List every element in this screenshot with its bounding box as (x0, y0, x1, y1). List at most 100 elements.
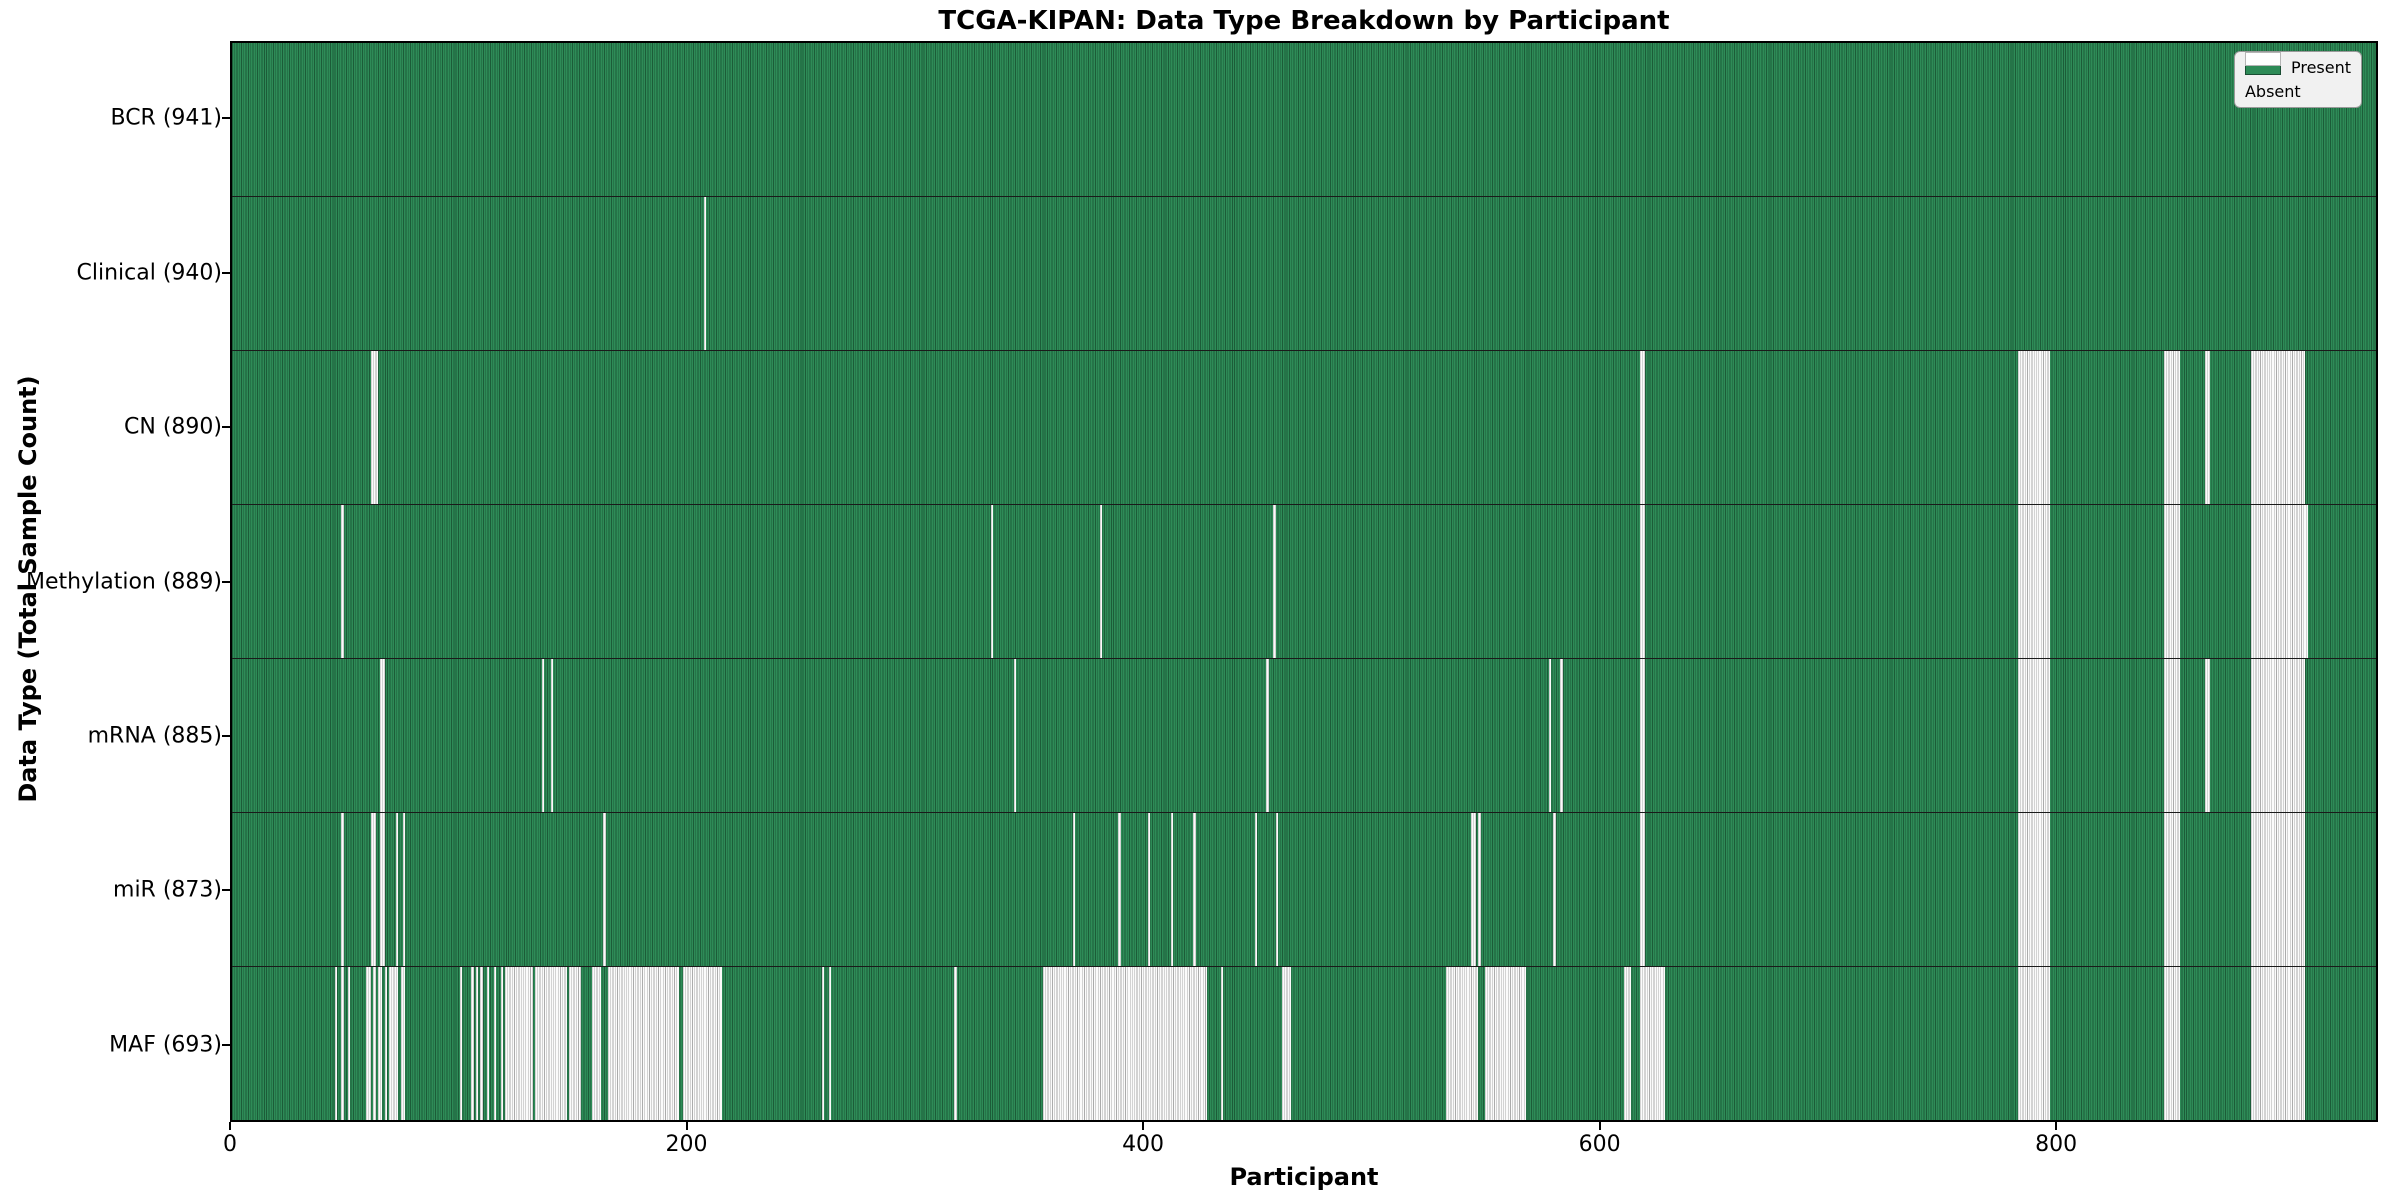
plot-area: Present Absent (230, 41, 2378, 1122)
absent-band (1640, 505, 1645, 658)
x-tick-mark (685, 1122, 688, 1130)
absent-band (1072, 813, 1075, 966)
absent-band (1624, 967, 1631, 1120)
absent-band (475, 967, 479, 1120)
absent-band (1220, 967, 1224, 1120)
absent-band (1640, 351, 1645, 504)
absent-band (2018, 659, 2051, 812)
x-tick-mark (229, 1122, 231, 1130)
row-cn (232, 351, 2376, 505)
row-methylation (232, 505, 2376, 659)
y-tick-mark (222, 271, 230, 274)
absent-band (377, 967, 383, 1120)
absent-band (822, 967, 825, 1120)
y-tick-label-mrna: mRNA (885) (87, 723, 222, 749)
row-bcr (232, 43, 2376, 197)
absent-band (373, 967, 376, 1120)
absent-band (341, 813, 344, 966)
y-tick-label-cn: CN (890) (124, 414, 222, 440)
absent-band (370, 351, 378, 504)
absent-band (2250, 967, 2306, 1120)
absent-band (505, 967, 533, 1120)
absent-band (471, 967, 474, 1120)
absent-band (334, 967, 337, 1120)
absent-band (1640, 967, 1666, 1120)
absent-band (828, 967, 832, 1120)
absent-band (1170, 813, 1173, 966)
absent-band (2018, 505, 2051, 658)
absent-band (591, 967, 602, 1120)
absent-band (370, 813, 376, 966)
present-label: Present (2290, 58, 2351, 77)
chart-title: TCGA-KIPAN: Data Type Breakdown by Parti… (938, 6, 1670, 36)
absent-band (550, 659, 554, 812)
absent-band (487, 967, 490, 1120)
absent-band (2164, 505, 2181, 658)
absent-band (1640, 813, 1645, 966)
absent-band (607, 967, 679, 1120)
absent-band (341, 967, 344, 1120)
absent-band (380, 813, 385, 966)
absent-band (603, 813, 606, 966)
y-tick-mark (222, 1043, 230, 1046)
absent-band (1282, 967, 1292, 1120)
y-tick-label-maf: MAF (693) (109, 1032, 222, 1058)
row-maf (232, 967, 2376, 1120)
y-tick-label-clinical: Clinical (940) (76, 260, 222, 286)
x-tick-label-400: 400 (1122, 1132, 1165, 1157)
absent-band (500, 967, 504, 1120)
absent-band (459, 967, 463, 1120)
y-tick-label-mir: miR (873) (113, 877, 222, 903)
absent-band (480, 967, 483, 1120)
absent-band (389, 967, 399, 1120)
absent-band (2018, 351, 2051, 504)
x-tick-mark (2055, 1122, 2058, 1130)
absent-band (396, 813, 399, 966)
absent-band (348, 967, 351, 1120)
y-tick-label-bcr: BCR (941) (110, 105, 222, 131)
absent-band (1485, 967, 1527, 1120)
absent-band (2250, 659, 2306, 812)
x-tick-mark (1598, 1122, 1601, 1130)
absent-band (341, 505, 344, 658)
absent-band (703, 197, 706, 350)
absent-band (1471, 813, 1476, 966)
absent-band (2164, 659, 2181, 812)
absent-band (1255, 813, 1258, 966)
x-tick-label-200: 200 (665, 1132, 708, 1157)
absent-band (494, 967, 497, 1120)
absent-band (1273, 505, 1276, 658)
x-tick-label-800: 800 (2035, 1132, 2078, 1157)
absent-band (1013, 659, 1016, 812)
absent-band (384, 967, 387, 1120)
absent-band (2250, 505, 2308, 658)
x-tick-label-600: 600 (1578, 1132, 1621, 1157)
absent-band (683, 967, 722, 1120)
y-tick-mark (222, 889, 230, 892)
row-mir (232, 813, 2376, 967)
absent-band (2250, 813, 2306, 966)
absent-band (2018, 813, 2051, 966)
row-clinical (232, 197, 2376, 351)
x-tick-mark (1142, 1122, 1145, 1130)
absent-band (2164, 813, 2181, 966)
absent-band (2018, 967, 2051, 1120)
absent-band (1553, 813, 1556, 966)
absent-band (2250, 351, 2306, 504)
x-tick-label-0: 0 (223, 1132, 237, 1157)
y-tick-label-methylation: Methylation (889) (26, 569, 222, 594)
absent-band (569, 967, 581, 1120)
absent-band (1193, 813, 1196, 966)
absent-band (2164, 967, 2181, 1120)
absent-band (1446, 967, 1479, 1120)
absent-band (1478, 813, 1481, 966)
absent-band (1548, 659, 1552, 812)
legend: Present Absent (2233, 51, 2362, 108)
absent-band (535, 967, 567, 1120)
absent-band (1266, 659, 1269, 812)
absent-band (2205, 351, 2210, 504)
absent-band (1560, 659, 1563, 812)
absent-band (1640, 659, 1645, 812)
absent-band (1147, 813, 1151, 966)
